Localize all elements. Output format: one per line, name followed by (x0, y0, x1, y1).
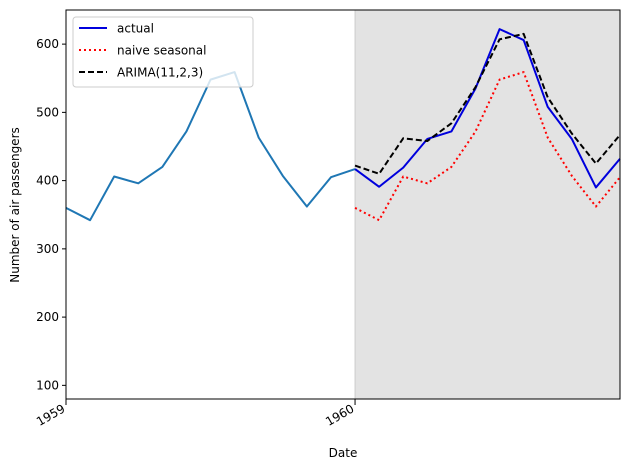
plot-frame (65, 9, 621, 400)
series-line-arima-11-2-3 (354, 32, 621, 175)
legend-label-naive-seasonal: naive seasonal (117, 44, 206, 58)
y-tick-label: 200 (36, 310, 59, 324)
x-axis-label: Date (329, 446, 358, 460)
legend: actual naive seasonal ARIMA(11,2,3) (72, 16, 254, 88)
y-tick-label: 500 (36, 105, 59, 119)
forecast-shaded-region (355, 10, 620, 399)
y-tick-label: 600 (36, 37, 59, 51)
legend-entry-actual: actual (79, 22, 154, 36)
legend-label-actual: actual (117, 22, 154, 36)
legend-entry-naive-seasonal: naive seasonal (79, 44, 206, 58)
legend-box (72, 16, 254, 88)
series-line-actual (354, 28, 621, 189)
y-tick-label: 400 (36, 174, 59, 188)
y-tick-label: 100 (36, 378, 59, 392)
legend-entry-arima: ARIMA(11,2,3) (79, 66, 203, 80)
y-axis-label: Number of air passengers (8, 127, 22, 282)
y-tick-label: 300 (36, 242, 59, 256)
legend-label-arima: ARIMA(11,2,3) (117, 66, 203, 80)
